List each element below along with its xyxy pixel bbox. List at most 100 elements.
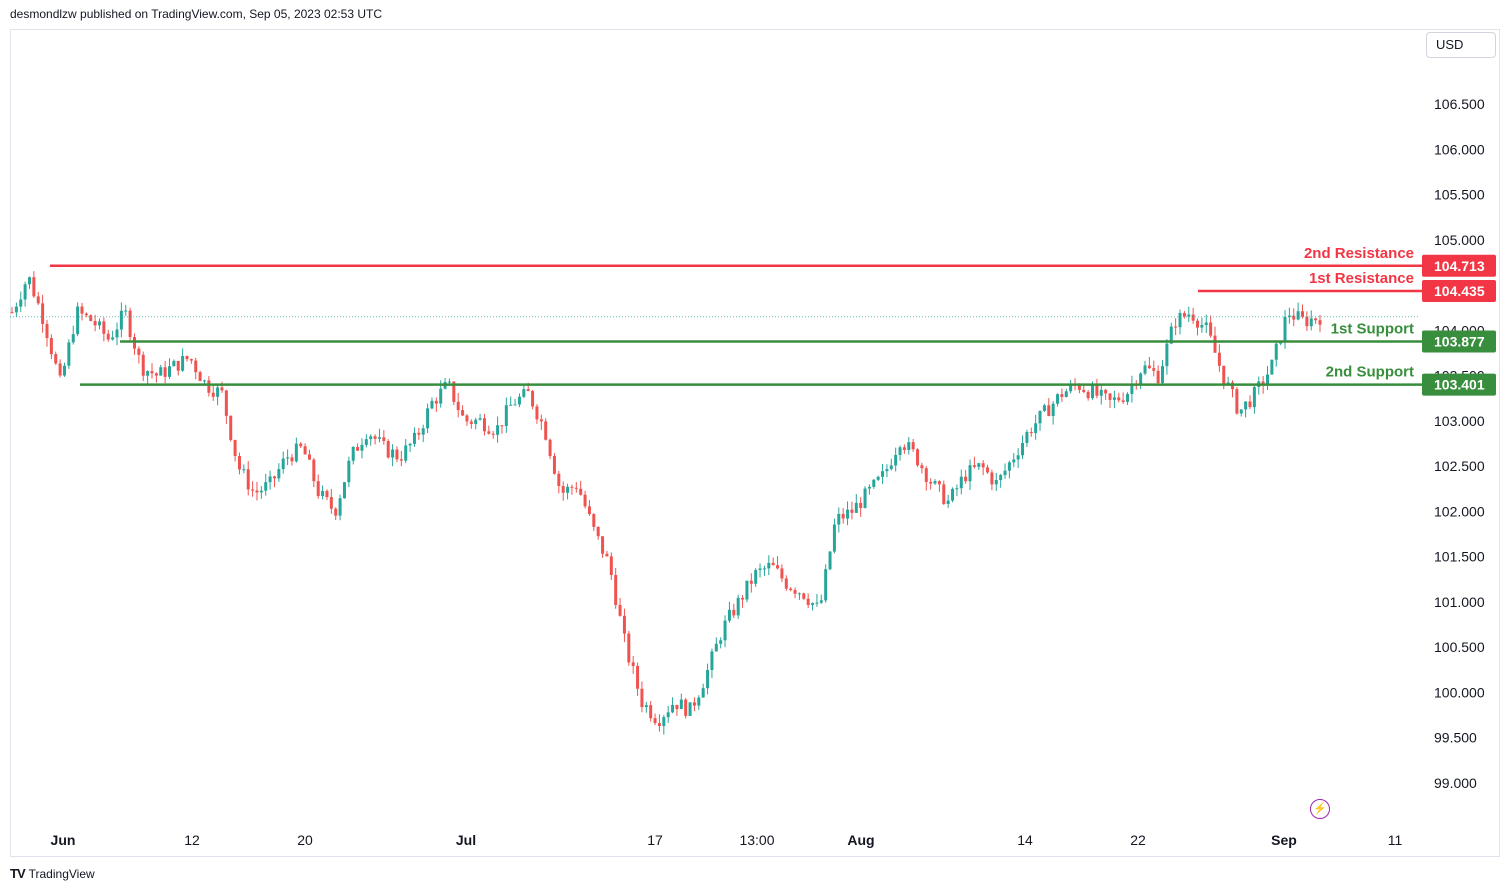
- y-tick-label: 102.500: [1434, 458, 1485, 474]
- candle-body: [924, 468, 928, 482]
- x-tick-label: Aug: [847, 832, 874, 848]
- currency-selector[interactable]: USD: [1426, 32, 1496, 58]
- candle-body: [272, 476, 276, 479]
- candle-body: [933, 481, 937, 484]
- x-tick-label: 13:00: [739, 832, 774, 848]
- y-tick-label: 99.500: [1434, 730, 1477, 746]
- candle-body: [482, 418, 486, 432]
- candle-body: [867, 486, 871, 489]
- candle-body: [1296, 311, 1300, 320]
- y-tick-label: 101.500: [1434, 549, 1485, 565]
- candle-body: [1112, 397, 1116, 400]
- candle-body: [710, 651, 714, 670]
- candle-body: [334, 508, 338, 516]
- candle-body: [916, 449, 920, 466]
- candle-body: [911, 442, 915, 450]
- candle-body: [62, 365, 66, 376]
- support-price-label: 103.401: [1434, 377, 1485, 393]
- candle-body: [745, 580, 749, 600]
- candle-body: [347, 460, 351, 483]
- candle-body: [299, 443, 303, 447]
- candle-body: [1222, 365, 1226, 384]
- candle-body: [1292, 315, 1296, 320]
- resistance-label: 1st Resistance: [1309, 270, 1414, 287]
- candle-body: [719, 640, 723, 644]
- candle-body: [342, 482, 346, 499]
- candle-body: [622, 615, 626, 634]
- y-tick-label: 105.000: [1434, 232, 1485, 248]
- candle-body: [1213, 335, 1217, 353]
- candle-body: [1283, 316, 1287, 343]
- candle-body: [636, 666, 640, 689]
- candle-body: [824, 569, 828, 601]
- candle-body: [111, 337, 115, 340]
- candle-body: [618, 604, 622, 616]
- candle-body: [264, 482, 268, 491]
- y-tick-label: 103.000: [1434, 413, 1485, 429]
- candle-body: [207, 380, 211, 393]
- x-tick-label: 12: [184, 832, 200, 848]
- candle-body: [351, 447, 355, 461]
- candle-body: [806, 598, 810, 605]
- candle-body: [736, 597, 740, 616]
- candle-body: [1248, 401, 1252, 408]
- candle-body: [1200, 325, 1204, 328]
- candle-body: [596, 526, 600, 537]
- candle-body: [194, 360, 198, 373]
- candle-body: [412, 432, 416, 444]
- candle-body: [876, 476, 880, 480]
- candle-body: [1056, 394, 1060, 404]
- candle-body: [1309, 318, 1313, 327]
- candle-body: [557, 473, 561, 487]
- candle-body: [1016, 455, 1020, 460]
- candle-body: [1060, 394, 1064, 397]
- y-tick-label: 106.000: [1434, 141, 1485, 157]
- resistance-price-label: 104.435: [1434, 283, 1485, 299]
- candle-body: [832, 524, 836, 552]
- candle-body: [881, 471, 885, 477]
- candle-body: [644, 705, 648, 708]
- candle-body: [421, 428, 425, 435]
- candle-body: [1305, 316, 1309, 327]
- candle-body: [237, 456, 241, 470]
- candle-body: [605, 553, 609, 557]
- candle-body: [1139, 373, 1143, 385]
- candle-body: [167, 366, 171, 377]
- candle-body: [902, 447, 906, 450]
- candle-body: [1095, 385, 1099, 396]
- candle-body: [649, 705, 653, 719]
- lightning-icon[interactable]: ⚡: [1310, 799, 1330, 819]
- candle-body: [14, 306, 18, 313]
- candle-body: [815, 602, 819, 604]
- candle-body: [89, 315, 93, 321]
- candle-body: [67, 342, 71, 366]
- candle-body: [1187, 314, 1191, 317]
- candle-body: [1252, 387, 1256, 408]
- candle-body: [999, 475, 1003, 480]
- candle-body: [316, 481, 320, 496]
- candle-body: [417, 432, 421, 435]
- candle-body: [1042, 405, 1046, 411]
- candle-body: [290, 457, 294, 462]
- candle-body: [286, 457, 290, 459]
- candle-body: [439, 388, 443, 404]
- candle-body: [1126, 393, 1130, 402]
- candle-body: [1104, 389, 1108, 394]
- candle-body: [544, 421, 548, 440]
- candle-body: [1152, 368, 1156, 371]
- candle-body: [1082, 389, 1086, 392]
- candle-body: [968, 465, 972, 482]
- candle-body: [45, 323, 49, 339]
- candle-body: [307, 454, 311, 460]
- candle-body: [566, 486, 570, 493]
- candle-body: [41, 303, 45, 324]
- x-tick-label: Jun: [51, 832, 76, 848]
- candle-body: [1069, 384, 1073, 392]
- candle-body: [181, 356, 185, 371]
- candle-body: [84, 313, 88, 316]
- candle-body: [872, 479, 876, 487]
- candle-body: [1130, 383, 1134, 394]
- tradingview-footer[interactable]: TV TradingView: [10, 866, 95, 881]
- candle-body: [811, 603, 815, 605]
